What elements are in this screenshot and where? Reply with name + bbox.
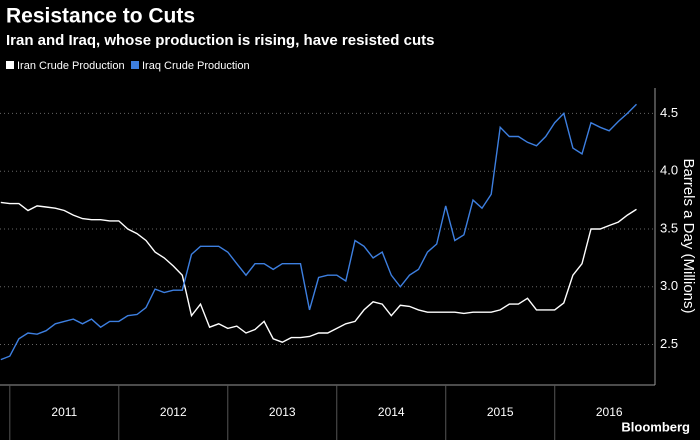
y-tick-label: 3.5 <box>660 220 678 235</box>
legend-swatch <box>131 61 139 69</box>
y-tick-label: 4.5 <box>660 105 678 120</box>
y-tick-label: 2.5 <box>660 336 678 351</box>
y-axis-label: Barrels a Day (Millions) <box>680 158 697 313</box>
x-tick-label: 2011 <box>51 405 77 419</box>
x-tick-label: 2014 <box>378 405 405 419</box>
x-tick-label: 2015 <box>487 405 514 419</box>
legend-label: Iran Crude Production <box>17 60 125 72</box>
chart-title: Resistance to Cuts <box>6 5 195 28</box>
y-tick-label: 4.0 <box>660 163 678 178</box>
x-tick-label: 2012 <box>160 405 187 419</box>
legend-label: Iraq Crude Production <box>142 60 250 72</box>
source: Bloomberg <box>621 419 690 434</box>
legend-swatch <box>6 61 14 69</box>
series-line <box>0 201 637 343</box>
y-tick-label: 3.0 <box>660 278 678 293</box>
chart-subtitle: Iran and Iraq, whose production is risin… <box>6 32 434 49</box>
x-tick-label: 2016 <box>596 405 623 419</box>
x-tick-label: 2013 <box>269 405 296 419</box>
series-line <box>0 103 637 361</box>
